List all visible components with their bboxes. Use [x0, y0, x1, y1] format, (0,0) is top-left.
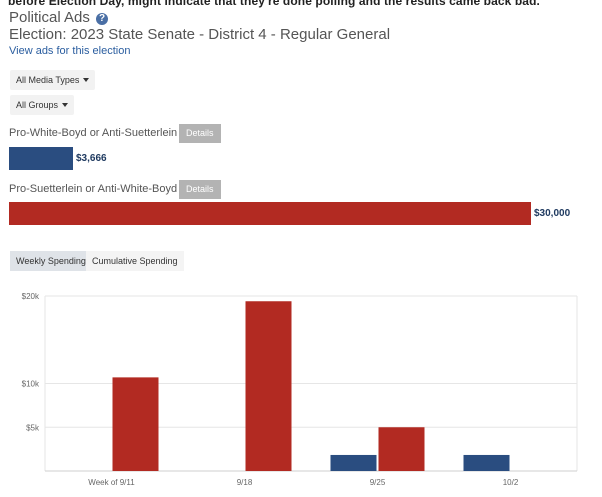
chart-bar [330, 454, 377, 471]
groups-dropdown[interactable]: All Groups [10, 95, 75, 115]
spending-amount-pro-suetterlein: $30,000 [534, 208, 571, 219]
chart-bar [463, 454, 510, 471]
view-ads-link[interactable]: View ads for this election [9, 45, 131, 57]
chart-bar [378, 427, 425, 471]
chart-bar [112, 377, 159, 471]
election-title: Election: 2023 State Senate - District 4… [9, 26, 391, 43]
group-label-pro-suetterlein: Pro-Suetterlein or Anti-White-Boyd [9, 183, 178, 195]
chart-bar [245, 301, 292, 471]
y-tick-label: $10k [22, 380, 40, 389]
x-tick-label: Week of 9/11 [88, 478, 135, 487]
groups-label: All Groups [16, 100, 59, 110]
tab-cumulative-spending[interactable]: Cumulative Spending [86, 251, 184, 271]
x-tick-label: 10/2 [503, 478, 519, 487]
details-button-pro-white-boyd[interactable]: Details [179, 124, 221, 143]
y-tick-label: $5k [26, 423, 40, 432]
weekly-spending-chart: $5k $10k $20k Week of 9/11 9/18 9/25 10/2 [22, 292, 578, 487]
group-label-pro-white-boyd: Pro-White-Boyd or Anti-Suetterlein [9, 127, 178, 139]
page-title: Political Ads ? [9, 9, 109, 26]
spending-bar-pro-white-boyd [9, 147, 73, 170]
y-tick-label: $20k [22, 292, 40, 301]
details-button-pro-suetterlein[interactable]: Details [179, 180, 221, 199]
caret-down-icon [83, 78, 90, 82]
question-circle-icon[interactable]: ? [96, 13, 109, 25]
tab-weekly-spending[interactable]: Weekly Spending [10, 251, 92, 271]
media-types-dropdown[interactable]: All Media Types [10, 70, 96, 90]
x-tick-label: 9/18 [237, 478, 253, 487]
clipped-article-text: before Election Day, might indicate that… [8, 0, 540, 8]
spending-amount-pro-white-boyd: $3,666 [76, 153, 107, 164]
x-tick-label: 9/25 [370, 478, 386, 487]
media-types-label: All Media Types [16, 75, 80, 85]
spending-bar-pro-suetterlein [9, 202, 531, 225]
caret-down-icon [62, 103, 69, 107]
page-title-text: Political Ads [9, 9, 90, 26]
